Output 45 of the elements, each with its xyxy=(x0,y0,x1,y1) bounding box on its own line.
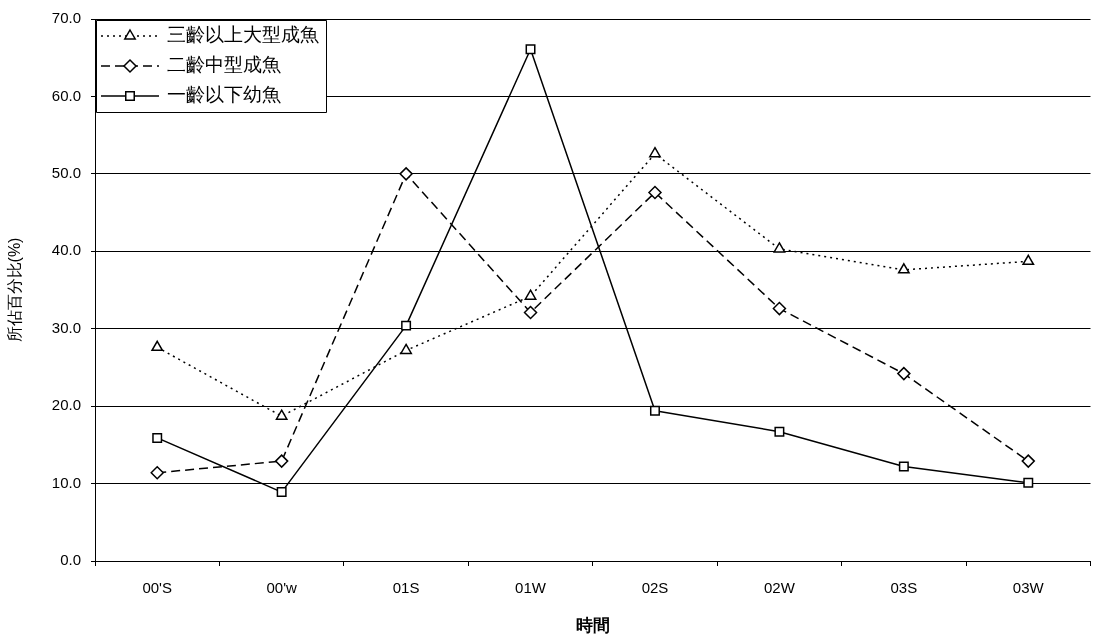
point xyxy=(773,242,786,253)
x-tick-label: 02S xyxy=(641,579,669,597)
y-tick-label: 60.0 xyxy=(51,86,81,104)
x-tick-label: 01S xyxy=(392,579,420,597)
point xyxy=(399,167,413,181)
point xyxy=(1021,454,1036,468)
x-tick-label: 00'w xyxy=(266,579,298,597)
y-tick-label: 40.0 xyxy=(51,241,81,259)
y-axis-title: 所佔百分比(%) xyxy=(6,237,24,343)
point xyxy=(400,343,413,355)
x-tick-label: 01W xyxy=(515,579,547,597)
point xyxy=(649,405,660,416)
point xyxy=(524,289,537,300)
point xyxy=(523,305,538,320)
point xyxy=(151,340,164,352)
legend-label: 三齡以上大型成魚 xyxy=(167,24,319,46)
point xyxy=(276,487,287,498)
x-tick-label: 00'S xyxy=(142,579,172,597)
y-tick-label: 0.0 xyxy=(60,551,81,569)
x-tick-label: 02W xyxy=(763,579,796,597)
point xyxy=(774,426,785,437)
point xyxy=(275,409,288,420)
point xyxy=(898,461,909,472)
y-tick-label: 70.0 xyxy=(51,9,81,27)
point xyxy=(897,366,911,381)
point xyxy=(150,465,164,480)
y-tick-label: 50.0 xyxy=(51,164,81,181)
point xyxy=(401,320,412,331)
point xyxy=(1022,254,1035,266)
point xyxy=(649,146,661,158)
point xyxy=(648,185,662,200)
y-tick-label: 20.0 xyxy=(51,396,81,414)
legend-label: 一齡以下幼魚 xyxy=(167,84,281,106)
point xyxy=(897,263,910,274)
x-tick-label: 03S xyxy=(890,579,918,597)
point xyxy=(1023,477,1034,488)
point xyxy=(152,432,163,443)
point xyxy=(525,44,536,55)
x-tick-label: 03W xyxy=(1012,579,1045,597)
x-axis-title: 時間 xyxy=(575,616,610,636)
point xyxy=(772,301,787,316)
legend-label: 二齡中型成魚 xyxy=(167,54,281,76)
y-tick-label: 30.0 xyxy=(51,318,81,336)
y-tick-label: 10.0 xyxy=(51,473,81,491)
point xyxy=(274,454,289,468)
